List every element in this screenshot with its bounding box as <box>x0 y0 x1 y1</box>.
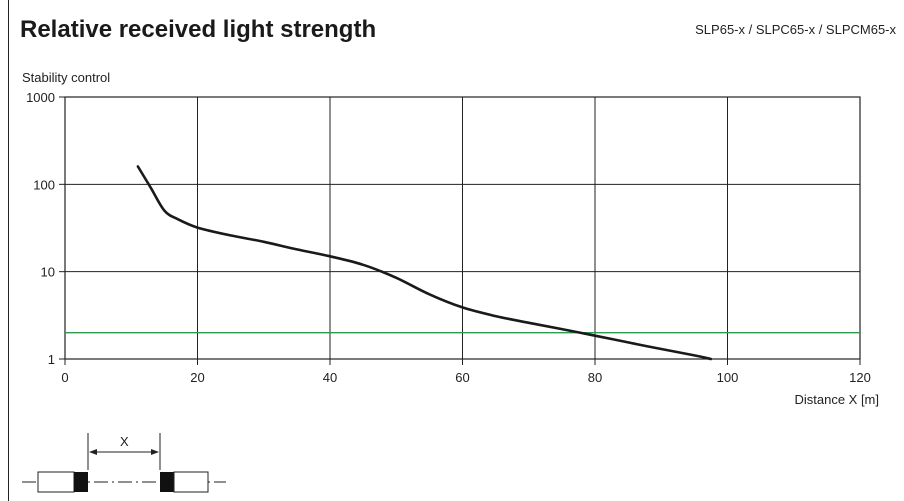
frame-border <box>8 0 9 501</box>
x-tick-label: 60 <box>455 370 469 385</box>
dimension-label: X <box>120 434 129 449</box>
x-tick-label: 100 <box>717 370 739 385</box>
x-tick-label: 0 <box>61 370 68 385</box>
y-tick-label: 10 <box>41 265 55 280</box>
model-designation: SLP65-x / SLPC65-x / SLPCM65-x <box>695 22 896 37</box>
dimension-arrow-right <box>151 449 159 455</box>
dimension-arrow-left <box>89 449 97 455</box>
sender-housing <box>37 471 75 493</box>
x-tick-label: 20 <box>190 370 204 385</box>
x-tick-label: 80 <box>588 370 602 385</box>
x-tick-label: 120 <box>849 370 871 385</box>
x-tick-label: 40 <box>323 370 337 385</box>
y-tick-label: 1000 <box>26 90 55 105</box>
y-axis-label: Stability control <box>22 70 111 85</box>
x-axis-label: Distance X [m] <box>794 392 879 407</box>
series-line <box>136 165 713 361</box>
y-tick-label: 100 <box>33 177 55 192</box>
sender-lens <box>74 472 88 492</box>
receiver-housing <box>173 471 209 493</box>
receiver-lens <box>160 472 174 492</box>
y-tick-label: 1 <box>48 352 55 367</box>
chart-title: Relative received light strength <box>20 16 377 43</box>
